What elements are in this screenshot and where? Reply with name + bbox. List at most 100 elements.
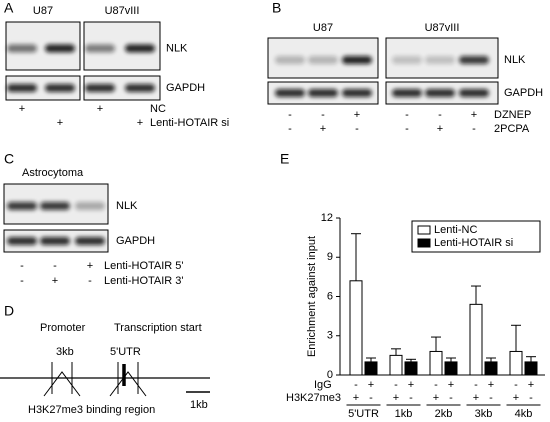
band-label: GAPDH xyxy=(166,82,205,94)
row-sign: + xyxy=(513,392,519,404)
treatment-sign: - xyxy=(405,109,409,121)
band xyxy=(342,56,372,64)
band xyxy=(40,202,70,210)
x-tick-label: 3kb xyxy=(475,408,493,420)
band xyxy=(308,56,338,64)
row-sign: - xyxy=(394,379,398,391)
band xyxy=(45,44,75,53)
band xyxy=(275,89,305,97)
diagram-label: Promoter xyxy=(40,322,86,334)
bar xyxy=(389,354,403,376)
treatment-sign: + xyxy=(137,117,143,129)
band xyxy=(40,237,70,245)
treatment-sign: + xyxy=(320,123,326,135)
legend-swatch xyxy=(417,238,431,248)
band xyxy=(7,237,37,245)
row-sign: + xyxy=(528,379,534,391)
group-label: U87 xyxy=(33,5,53,17)
group-label: U87vIII xyxy=(425,22,460,34)
row-sign: - xyxy=(369,392,373,404)
treatment-sign: + xyxy=(471,109,477,121)
bar xyxy=(429,350,443,376)
panel-label: D xyxy=(4,303,14,319)
band xyxy=(75,202,105,210)
x-tick-label: 2kb xyxy=(435,408,453,420)
treatment-sign: + xyxy=(354,109,360,121)
band xyxy=(342,89,372,97)
treatment-sign: + xyxy=(57,117,63,129)
treatment-sign: - xyxy=(288,109,292,121)
row-sign: - xyxy=(434,379,438,391)
bar xyxy=(444,361,458,376)
row-sign: + xyxy=(448,379,454,391)
treatment-sign: - xyxy=(472,123,476,135)
row-sign: + xyxy=(368,379,374,391)
band xyxy=(425,56,455,64)
band xyxy=(308,89,338,97)
row-sign: + xyxy=(473,392,479,404)
x-tick-label: 5'UTR xyxy=(348,408,379,420)
band xyxy=(7,202,37,210)
treatment-label: NC xyxy=(150,103,166,115)
diagram-label: H3K27me3 binding region xyxy=(28,404,155,416)
diagram-label: 3kb xyxy=(56,346,74,358)
band xyxy=(45,84,75,92)
bar xyxy=(524,361,538,376)
treatment-label: Lenti-HOTAIR 3' xyxy=(104,275,184,287)
legend-swatch xyxy=(417,225,431,235)
legend-label: Lenti-NC xyxy=(434,224,477,236)
row-sign: - xyxy=(354,379,358,391)
panel-label: A xyxy=(4,0,14,16)
y-tick-label: 3 xyxy=(327,330,333,342)
row-label: H3K27me3 xyxy=(286,392,341,404)
diagram-label: 5'UTR xyxy=(110,346,141,358)
panel-label: E xyxy=(280,151,289,167)
treatment-sign: - xyxy=(321,109,325,121)
row-sign: - xyxy=(489,392,493,404)
band xyxy=(425,89,455,97)
band-label: NLK xyxy=(504,54,526,66)
row-sign: - xyxy=(514,379,518,391)
bar xyxy=(349,280,363,376)
band xyxy=(75,237,105,245)
bar xyxy=(469,303,483,376)
band-label: GAPDH xyxy=(504,87,543,99)
row-sign: + xyxy=(393,392,399,404)
legend-box xyxy=(411,220,541,253)
treatment-sign: + xyxy=(52,275,58,287)
treatment-sign: - xyxy=(53,260,57,272)
row-sign: - xyxy=(474,379,478,391)
y-axis-label: Enrichment against input xyxy=(306,236,318,357)
treatment-sign: - xyxy=(405,123,409,135)
treatment-sign: + xyxy=(87,260,93,272)
y-tick-label: 9 xyxy=(327,251,333,263)
treatment-label: Lenti-HOTAIR 5' xyxy=(104,260,184,272)
gene-diagram xyxy=(0,362,210,397)
bar xyxy=(484,361,498,376)
group-label: U87vIII xyxy=(105,5,140,17)
band xyxy=(275,56,305,64)
panel-label: B xyxy=(272,0,281,16)
bar xyxy=(404,361,418,376)
band-label: NLK xyxy=(166,42,188,54)
y-tick-label: 0 xyxy=(327,369,333,381)
treatment-sign: - xyxy=(355,123,359,135)
row-sign: + xyxy=(433,392,439,404)
x-tick-label: 1kb xyxy=(395,408,413,420)
y-tick-label: 6 xyxy=(327,290,333,302)
y-tick-label: 12 xyxy=(321,212,333,224)
scale-label: 1kb xyxy=(190,399,208,411)
treatment-sign: - xyxy=(288,123,292,135)
x-tick-label: 4kb xyxy=(515,408,533,420)
group-label: Astrocytoma xyxy=(22,167,84,179)
row-sign: - xyxy=(449,392,453,404)
band xyxy=(392,89,422,97)
treatment-sign: - xyxy=(88,275,92,287)
row-sign: + xyxy=(488,379,494,391)
band xyxy=(392,56,422,64)
band-label: GAPDH xyxy=(116,235,155,247)
band xyxy=(125,44,155,53)
treatment-sign: - xyxy=(20,260,24,272)
bar xyxy=(364,361,378,376)
